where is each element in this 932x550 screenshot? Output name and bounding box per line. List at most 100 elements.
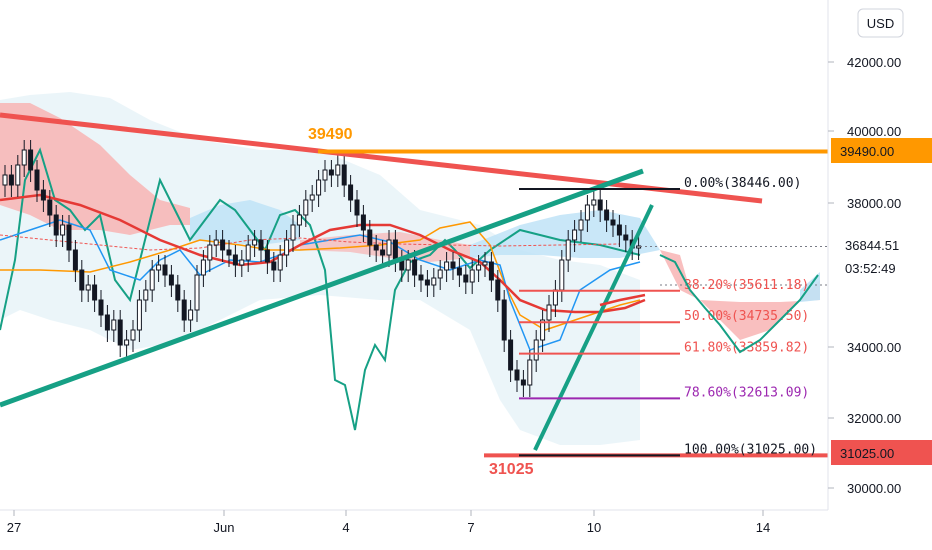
candle-body	[124, 339, 130, 346]
candle-body	[424, 279, 430, 286]
candle-body	[348, 184, 354, 201]
candle-body	[66, 224, 72, 251]
time-tick-label: 7	[467, 520, 474, 535]
price-tick-label: 38000.00	[847, 196, 901, 211]
candle-body	[162, 264, 168, 276]
candle-body	[258, 239, 264, 251]
price-tick-label: 32000.00	[847, 411, 901, 426]
ascending-support-trendline[interactable]	[0, 168, 644, 408]
candle-body	[15, 164, 21, 186]
candle-body	[584, 204, 590, 221]
candle-body	[34, 169, 40, 191]
candle-body	[520, 379, 526, 386]
candle-body	[130, 329, 136, 341]
fib-level-label: 0.00%(38446.00)	[684, 176, 801, 191]
candle-body	[482, 261, 488, 266]
candle-body	[616, 224, 622, 236]
candle-body	[431, 277, 437, 286]
candle-body	[188, 309, 194, 321]
candlesticks	[2, 140, 642, 397]
candle-body	[232, 254, 238, 266]
candle-body	[2, 174, 8, 186]
price-axis-ticks: 42000.00 40000.00 38000.00 34000.00 32000.00…	[828, 55, 901, 496]
resistance-price-badge: 39490.00	[831, 138, 932, 163]
candle-body	[252, 239, 258, 246]
candle-body	[8, 174, 14, 186]
candle-body	[200, 259, 206, 276]
steep-support-trendline[interactable]	[533, 204, 654, 451]
candle-body	[168, 274, 174, 286]
indicator-lines	[0, 147, 646, 431]
fib-level-label: 38.20%(35611.18)	[684, 278, 809, 293]
candle-body	[444, 261, 450, 271]
candle-body	[316, 179, 322, 196]
candle-body	[578, 219, 584, 231]
time-axis-ticks: 27 Jun 4 7 10 14	[7, 510, 770, 535]
candle-body	[245, 244, 251, 261]
candle-body	[527, 359, 533, 386]
candle-body	[322, 169, 328, 181]
candle-body	[604, 209, 610, 221]
candle-body	[335, 164, 341, 176]
candle-body	[296, 214, 302, 226]
moving-average-line	[0, 193, 646, 314]
price-axis[interactable]	[827, 0, 932, 510]
candle-body	[117, 319, 123, 346]
candle-body	[156, 264, 162, 271]
candle-body	[53, 214, 59, 236]
price-projection	[599, 254, 819, 354]
candle-body	[418, 274, 424, 281]
candle-body	[143, 289, 149, 301]
candle-body	[284, 239, 290, 256]
descending-resistance-trendline[interactable]	[0, 112, 763, 204]
candle-body	[194, 274, 200, 311]
candle-body	[21, 149, 27, 166]
dotted-average-line	[0, 234, 621, 251]
candle-body	[136, 299, 142, 331]
candle-body	[514, 369, 520, 381]
candle-body	[277, 254, 283, 271]
candle-body	[60, 224, 66, 236]
candle-body	[28, 149, 34, 171]
candle-body	[92, 284, 98, 301]
price-tick-label: 42000.00	[847, 55, 901, 70]
candle-body	[623, 234, 629, 241]
candle-body	[392, 239, 398, 261]
candle-body	[412, 259, 418, 276]
conversion-line	[0, 219, 641, 351]
kumo-red-3	[660, 250, 820, 340]
candle-body	[264, 249, 270, 263]
price-tick-label: 30000.00	[847, 481, 901, 496]
candle-body	[469, 269, 475, 283]
candle-body	[213, 239, 219, 246]
candle-body	[111, 319, 117, 331]
candle-body	[610, 219, 616, 226]
candle-body	[181, 299, 187, 321]
time-axis[interactable]	[0, 509, 932, 550]
candle-body	[636, 245, 642, 249]
candle-body	[85, 284, 91, 291]
candle-body	[271, 261, 277, 271]
candle-body	[495, 279, 501, 301]
candle-body	[559, 259, 565, 291]
candle-body	[79, 269, 85, 291]
candle-body	[450, 261, 456, 269]
base-line	[0, 221, 641, 331]
candle-body	[552, 289, 558, 306]
countdown-text: 03:52:49	[845, 261, 896, 276]
candle-body	[175, 284, 181, 301]
currency-badge[interactable]: USD	[857, 8, 904, 38]
projection-average	[599, 293, 646, 307]
candle-body	[354, 199, 360, 216]
candle-body	[226, 249, 232, 256]
candle-body	[367, 229, 373, 246]
candle-body	[540, 319, 546, 341]
fib-level-label: 100.00%(31025.00)	[684, 442, 817, 457]
candle-body	[104, 314, 110, 331]
candle-body	[360, 214, 366, 231]
candle-body	[72, 249, 78, 271]
candle-body	[40, 189, 46, 201]
time-tick-label: 14	[756, 520, 770, 535]
candle-body	[341, 164, 347, 186]
